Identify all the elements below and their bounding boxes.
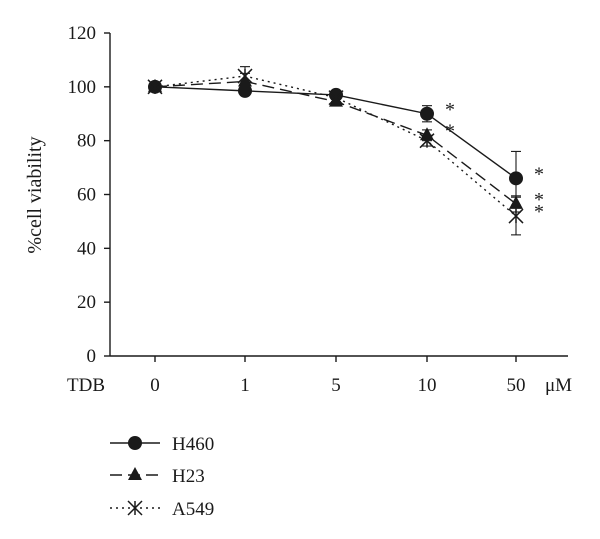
y-axis-title: %cell viability xyxy=(24,136,46,253)
legend-marker-h23 xyxy=(128,467,142,480)
significance-marker: * xyxy=(534,189,544,211)
series-line-a549 xyxy=(154,75,517,217)
legend: H460 H23 A549 xyxy=(110,434,214,520)
data-point-a549 xyxy=(328,90,344,106)
axes: 0 20 40 60 80 100 120 0 1 5 10 50 TDB μM %cell viabili… xyxy=(24,23,572,396)
data-point-h23 xyxy=(509,195,523,209)
significance-marker: * xyxy=(534,201,544,223)
legend-label-h460: H460 xyxy=(172,434,214,455)
series-markers xyxy=(147,68,524,224)
significance-marker: * xyxy=(445,99,455,121)
significance-marker: * xyxy=(445,120,455,142)
x-axis-unit: μM xyxy=(545,375,572,396)
y-tick-label: 20 xyxy=(77,292,96,313)
x-tick-label: 5 xyxy=(331,375,341,396)
y-tick-label: 0 xyxy=(87,346,97,367)
x-tick-label: 1 xyxy=(240,375,250,396)
x-tick-label: 10 xyxy=(418,375,437,396)
data-point-a549 xyxy=(237,68,253,84)
data-point-h460 xyxy=(420,106,434,121)
significance-annotations: ***** xyxy=(445,99,544,223)
x-tick-label: 50 xyxy=(507,375,526,396)
data-point-a549 xyxy=(419,133,435,149)
y-tick-label: 100 xyxy=(68,77,97,98)
data-point-a549 xyxy=(147,79,163,95)
y-tick-label: 60 xyxy=(77,185,96,206)
x-tick-label: 0 xyxy=(150,375,160,396)
y-tick-label: 40 xyxy=(77,238,96,259)
data-point-a549 xyxy=(508,208,524,224)
significance-marker: * xyxy=(534,163,544,185)
legend-marker-a549 xyxy=(127,500,143,516)
data-point-h460 xyxy=(509,171,523,186)
x-axis-prefix: TDB xyxy=(67,375,105,396)
legend-marker-h460 xyxy=(128,436,142,450)
legend-label-a549: A549 xyxy=(172,499,214,520)
y-tick-label: 120 xyxy=(68,23,97,44)
data-point-h460 xyxy=(238,83,252,98)
y-tick-label: 80 xyxy=(77,131,96,152)
legend-label-h23: H23 xyxy=(172,466,205,487)
